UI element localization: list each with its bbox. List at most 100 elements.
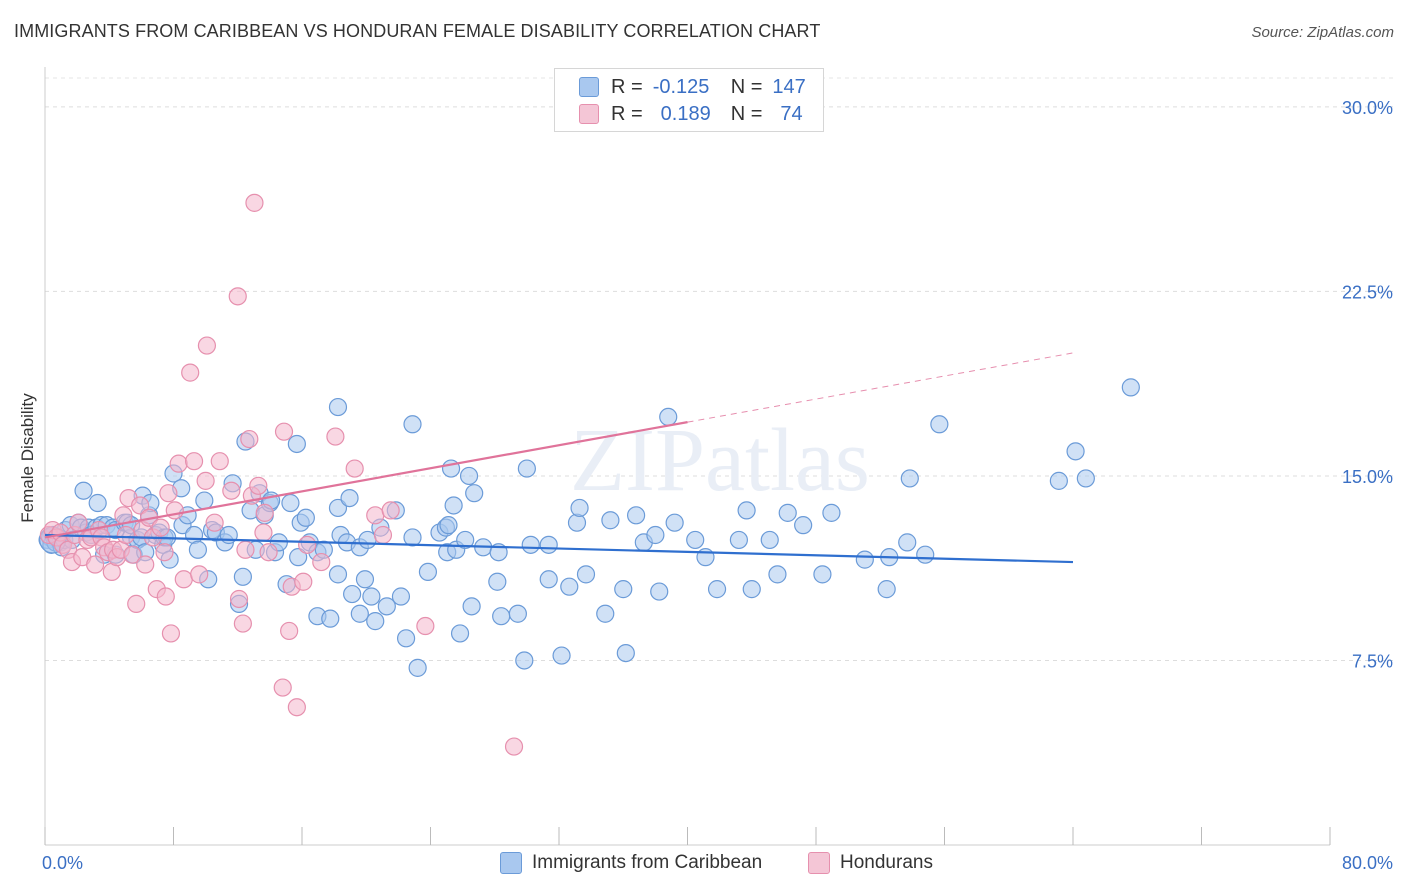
point-caribbean-70	[289, 548, 308, 567]
point-hondurans-8	[69, 513, 88, 532]
n-value: 74	[780, 102, 803, 125]
point-caribbean-156	[1049, 471, 1068, 490]
point-hondurans-44	[197, 336, 217, 355]
point-caribbean-94	[391, 587, 411, 606]
point-caribbean-123	[560, 577, 579, 596]
r-value: -0.125	[652, 75, 710, 98]
point-caribbean-98	[408, 658, 427, 677]
point-caribbean-113	[488, 572, 507, 591]
point-hondurans-41	[184, 452, 204, 471]
point-caribbean-117	[515, 651, 534, 670]
point-caribbean-49	[195, 491, 214, 510]
point-caribbean-119	[521, 535, 540, 554]
point-caribbean-95	[396, 629, 416, 648]
point-caribbean-107	[450, 624, 470, 643]
point-caribbean-133	[646, 525, 665, 545]
legend-label-caribbean: Immigrants from Caribbean	[532, 852, 763, 873]
point-caribbean-90	[366, 612, 385, 631]
legend-row-caribbean: R = -0.125 N = 147	[579, 74, 806, 100]
point-caribbean-155	[930, 415, 949, 434]
watermark-text: ZIPatlas	[570, 411, 870, 510]
point-caribbean-135	[659, 407, 678, 427]
x-tick-label-max: 80.0%	[1342, 853, 1393, 873]
legend-label-hondurans: Hondurans	[840, 852, 933, 873]
point-hondurans-38	[169, 454, 188, 473]
legend-item-caribbean: Immigrants from Caribbean	[500, 852, 762, 874]
point-hondurans-51	[236, 540, 255, 559]
caribbean-legend-swatch-icon	[500, 852, 522, 874]
trendline-hondurans-extension	[687, 352, 1074, 423]
point-caribbean-154	[916, 545, 935, 564]
point-caribbean-137	[686, 530, 705, 550]
point-caribbean-84	[343, 584, 362, 604]
point-caribbean-126	[576, 565, 596, 584]
point-caribbean-96	[403, 528, 422, 547]
point-caribbean-77	[321, 609, 340, 628]
r-label: R =	[611, 102, 643, 125]
point-caribbean-124	[567, 513, 587, 532]
point-caribbean-148	[822, 503, 841, 522]
point-caribbean-105	[444, 496, 463, 515]
point-caribbean-97	[403, 415, 422, 434]
point-caribbean-87	[355, 570, 375, 589]
point-hondurans-69	[366, 506, 385, 525]
series-legend: Immigrants from Caribbean Hondurans	[0, 852, 1406, 878]
trendline-caribbean	[44, 533, 1074, 564]
point-caribbean-131	[626, 506, 646, 525]
point-hondurans-71	[381, 501, 400, 520]
point-caribbean-92	[377, 597, 396, 616]
point-hondurans-70	[373, 525, 393, 545]
y-tick-label-3: 30.0%	[1342, 98, 1393, 118]
point-hondurans-55	[249, 476, 268, 495]
point-hondurans-64	[294, 572, 313, 591]
n-label: N =	[730, 102, 763, 125]
r-value: 0.189	[660, 102, 711, 125]
point-hondurans-26	[130, 496, 150, 515]
point-caribbean-108	[456, 530, 475, 550]
point-caribbean-145	[778, 503, 797, 522]
point-hondurans-50	[233, 614, 252, 633]
legend-row-hondurans: R = 0.189 N = 74	[579, 101, 803, 127]
point-caribbean-72	[296, 508, 315, 527]
point-hondurans-25	[127, 594, 146, 613]
point-caribbean-146	[794, 516, 813, 535]
point-hondurans-47	[222, 481, 241, 500]
point-hondurans-12	[86, 555, 105, 574]
point-hondurans-36	[161, 624, 181, 643]
chart-title: IMMIGRANTS FROM CARIBBEAN VS HONDURAN FE…	[14, 21, 821, 41]
y-tick-label-1: 15.0%	[1342, 467, 1393, 487]
point-caribbean-144	[768, 565, 787, 584]
point-caribbean-14	[74, 481, 93, 500]
source-label: Source: ZipAtlas.com	[1251, 24, 1394, 41]
point-hondurans-33	[155, 543, 174, 562]
point-hondurans-52	[240, 429, 259, 449]
point-caribbean-125	[570, 498, 589, 518]
point-hondurans-60	[274, 422, 294, 441]
point-caribbean-57	[233, 567, 252, 586]
point-caribbean-110	[462, 597, 481, 616]
point-hondurans-43	[196, 471, 215, 490]
point-caribbean-130	[616, 643, 635, 663]
point-caribbean-115	[492, 607, 511, 626]
point-caribbean-116	[508, 604, 527, 623]
point-caribbean-69	[287, 434, 306, 454]
point-caribbean-83	[340, 488, 359, 508]
caribbean-swatch-icon	[579, 77, 599, 97]
point-caribbean-80	[328, 397, 348, 417]
point-caribbean-120	[539, 570, 558, 589]
point-caribbean-19	[88, 493, 107, 513]
point-caribbean-134	[650, 582, 669, 601]
point-caribbean-99	[418, 562, 438, 582]
point-hondurans-58	[259, 543, 278, 562]
point-hondurans-35	[159, 484, 178, 503]
hondurans-swatch-icon	[579, 104, 599, 124]
y-axis-label: Female Disability	[18, 393, 37, 523]
point-caribbean-150	[877, 580, 896, 599]
y-tick-label-2: 22.5%	[1342, 282, 1393, 302]
y-tick-label-0: 7.5%	[1352, 651, 1393, 671]
point-caribbean-140	[729, 530, 749, 550]
point-caribbean-89	[362, 587, 381, 606]
legend-item-hondurans: Hondurans	[808, 852, 933, 874]
point-hondurans-67	[326, 427, 345, 446]
